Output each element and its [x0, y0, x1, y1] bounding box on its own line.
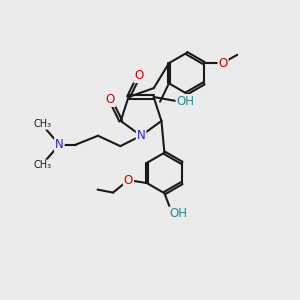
Text: O: O: [134, 69, 143, 82]
Text: O: O: [218, 57, 228, 70]
Text: N: N: [137, 129, 146, 142]
Text: CH₃: CH₃: [33, 119, 52, 129]
Text: O: O: [106, 93, 115, 106]
Text: O: O: [124, 174, 133, 187]
Text: CH₃: CH₃: [33, 160, 52, 170]
Text: OH: OH: [176, 95, 194, 108]
Text: N: N: [55, 138, 64, 151]
Text: OH: OH: [169, 208, 188, 220]
